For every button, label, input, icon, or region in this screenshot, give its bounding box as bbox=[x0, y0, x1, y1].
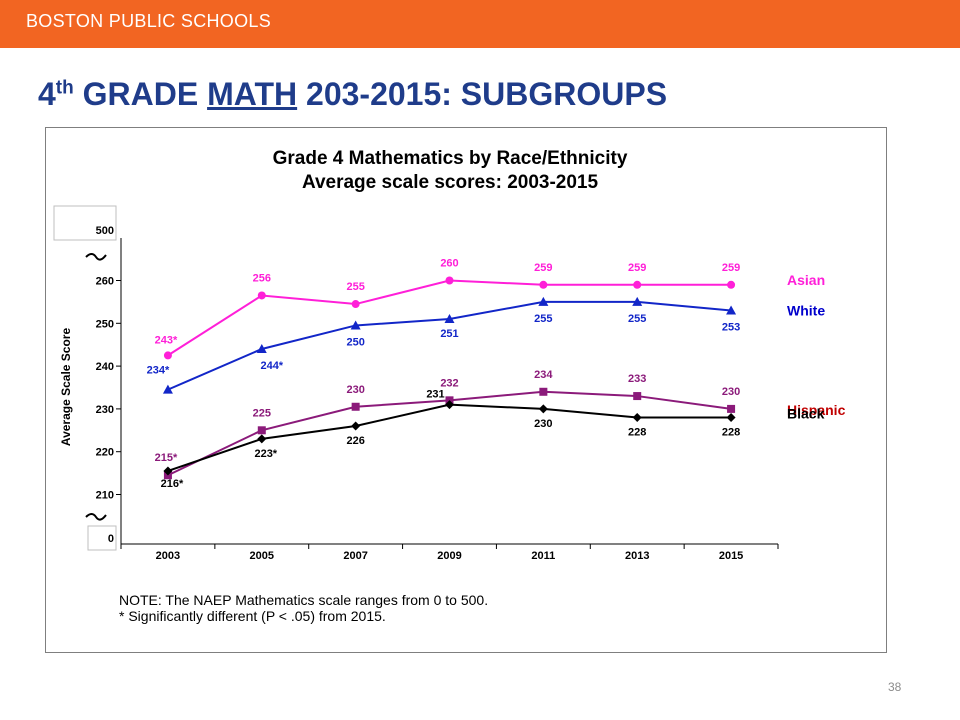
black-data-point bbox=[445, 400, 454, 410]
hispanic-data-point bbox=[539, 387, 548, 396]
x-tick-label: 2013 bbox=[625, 550, 649, 562]
x-tick-label: 2003 bbox=[156, 550, 180, 562]
asian-data-point bbox=[445, 276, 454, 285]
asian-data-label: 259 bbox=[722, 262, 740, 274]
asian-data-label: 243* bbox=[155, 334, 178, 346]
white-data-label: 255 bbox=[628, 313, 646, 325]
y-tick-label: 230 bbox=[96, 404, 114, 416]
chart-title-line-1: Grade 4 Mathematics by Race/Ethnicity bbox=[273, 148, 628, 169]
y-axis-label: Average Scale Score bbox=[59, 328, 73, 447]
y-tick-label-break-bottom: 0 bbox=[108, 533, 114, 545]
asian-data-point bbox=[539, 280, 548, 289]
white-data-label: 251 bbox=[440, 328, 458, 340]
y-tick-label: 260 bbox=[96, 276, 114, 288]
hispanic-data-label: 233 bbox=[628, 373, 646, 385]
white-data-point bbox=[256, 343, 267, 353]
title-subject: MATH bbox=[207, 76, 298, 112]
asian-legend-label: Asian bbox=[787, 272, 825, 288]
title-grade-word: GRADE bbox=[73, 76, 208, 112]
page-number: 38 bbox=[888, 680, 902, 694]
asian-data-point bbox=[257, 291, 266, 300]
hispanic-legend-label: Hispanic bbox=[787, 402, 846, 418]
axis-break-box-top bbox=[53, 205, 117, 241]
black-data-label: 216* bbox=[161, 478, 184, 490]
black-data-label: 228 bbox=[722, 426, 740, 438]
black-legend-label: Black bbox=[787, 405, 825, 421]
white-data-label: 253 bbox=[722, 321, 740, 333]
black-data-label: 228 bbox=[628, 426, 646, 438]
asian-data-point bbox=[727, 280, 736, 289]
axis-break-squiggle-bottom bbox=[85, 513, 107, 521]
black-data-point bbox=[257, 434, 267, 444]
slide-title: 4th GRADE MATH 203-2015: SUBGROUPS bbox=[38, 76, 667, 113]
title-ordinal-suffix: th bbox=[55, 77, 74, 99]
white-data-point bbox=[538, 296, 549, 306]
white-data-point bbox=[162, 384, 173, 394]
white-data-label: 244* bbox=[260, 360, 283, 372]
asian-data-point bbox=[351, 300, 360, 309]
hispanic-data-point bbox=[257, 426, 266, 435]
asian-data-label: 260 bbox=[440, 258, 458, 270]
organization-name: BOSTON PUBLIC SCHOOLS bbox=[26, 11, 272, 31]
hispanic-data-label: 215* bbox=[155, 452, 178, 464]
white-data-point bbox=[726, 305, 737, 315]
black-data-point bbox=[163, 466, 173, 476]
y-tick-label: 220 bbox=[96, 447, 114, 459]
title-grade-number: 4 bbox=[38, 76, 56, 112]
black-data-label: 231 bbox=[426, 389, 444, 401]
black-data-point bbox=[538, 404, 548, 414]
axis-break-squiggle-top bbox=[85, 253, 107, 261]
y-tick-label-break-top: 500 bbox=[96, 225, 114, 237]
black-data-point bbox=[632, 412, 642, 422]
x-tick-label: 2011 bbox=[531, 550, 555, 562]
hispanic-data-label: 225 bbox=[253, 407, 271, 419]
black-data-label: 230 bbox=[534, 418, 552, 430]
black-data-label: 226 bbox=[346, 435, 364, 447]
y-tick-label: 240 bbox=[96, 361, 114, 373]
y-tick-label: 250 bbox=[96, 318, 114, 330]
line-chart: Grade 4 Mathematics by Race/Ethnicity Av… bbox=[53, 148, 846, 624]
x-tick-label: 2005 bbox=[250, 550, 274, 562]
white-data-point bbox=[350, 320, 361, 330]
white-data-label: 250 bbox=[346, 336, 364, 348]
white-data-label: 255 bbox=[534, 313, 552, 325]
hispanic-data-point bbox=[727, 404, 736, 413]
axis-break-box-bottom bbox=[87, 525, 117, 551]
hispanic-data-point bbox=[351, 402, 360, 411]
x-tick-label: 2009 bbox=[437, 550, 461, 562]
asian-data-label: 256 bbox=[253, 272, 271, 284]
asian-data-label: 259 bbox=[534, 262, 552, 274]
chart-frame: Grade 4 Mathematics by Race/Ethnicity Av… bbox=[45, 127, 887, 653]
hispanic-data-label: 230 bbox=[722, 386, 740, 398]
note-line-1: NOTE: The NAEP Mathematics scale ranges … bbox=[119, 592, 488, 608]
hispanic-data-label: 234 bbox=[534, 369, 553, 381]
hispanic-data-point bbox=[633, 392, 642, 401]
black-data-point bbox=[726, 412, 736, 422]
black-data-point bbox=[351, 421, 361, 431]
x-tick-label: 2007 bbox=[343, 550, 367, 562]
x-tick-label: 2015 bbox=[719, 550, 743, 562]
white-legend-label: White bbox=[787, 302, 825, 318]
hispanic-data-label: 232 bbox=[440, 377, 458, 389]
white-data-point bbox=[444, 314, 455, 324]
plot-area: 210 220 230 240 250 260 500 0 2003 2005 2007 2009 20… bbox=[53, 205, 846, 562]
title-range: 203-2015: SUBGROUPS bbox=[297, 76, 668, 112]
asian-data-point bbox=[163, 351, 172, 360]
hispanic-data-label: 230 bbox=[346, 384, 364, 396]
asian-data-label: 255 bbox=[346, 281, 364, 293]
header-bar: BOSTON PUBLIC SCHOOLS bbox=[0, 0, 960, 48]
chart-title-line-2: Average scale scores: 2003-2015 bbox=[302, 172, 599, 193]
y-tick-label: 210 bbox=[96, 490, 114, 502]
asian-data-label: 259 bbox=[628, 262, 646, 274]
black-data-label: 223* bbox=[254, 448, 277, 460]
white-data-label: 234* bbox=[147, 365, 170, 377]
white-data-point bbox=[632, 296, 643, 306]
asian-data-point bbox=[633, 280, 642, 289]
note-line-2: * Significantly different (P < .05) from… bbox=[119, 608, 386, 624]
